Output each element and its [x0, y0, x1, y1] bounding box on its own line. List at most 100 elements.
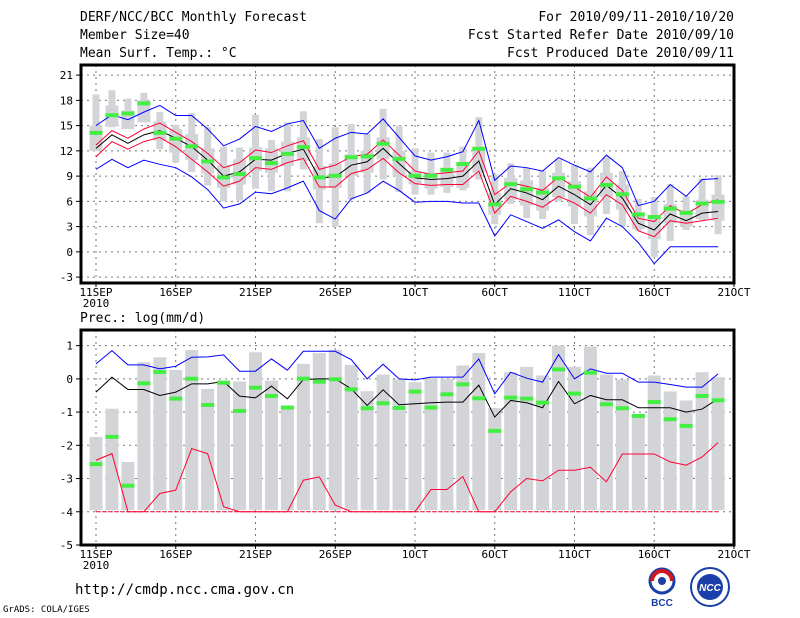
precip-title: Prec.: log(mm/d)	[80, 311, 206, 326]
green-marker	[488, 428, 502, 433]
green-marker	[153, 370, 167, 375]
green-marker	[169, 136, 183, 141]
green-marker	[456, 382, 470, 387]
range-bar	[488, 408, 502, 511]
green-marker	[89, 462, 103, 467]
range-bar	[472, 352, 486, 511]
y-tick-label: 12	[60, 145, 73, 158]
range-bar	[201, 388, 215, 511]
range-bar	[280, 405, 294, 511]
green-marker	[217, 175, 231, 180]
range-bar	[264, 380, 278, 511]
green-marker	[296, 145, 310, 150]
x-tick-label: 11OCT	[558, 548, 591, 561]
green-marker	[520, 396, 534, 401]
range-bar	[328, 349, 342, 511]
green-marker	[328, 173, 342, 178]
range-bar	[392, 379, 406, 511]
green-marker	[599, 402, 613, 407]
range-bar	[520, 366, 534, 511]
quartile-box	[89, 125, 103, 151]
series-lower-red	[95, 136, 719, 238]
range-bar	[249, 352, 262, 511]
x-tick-label: 26SEP	[319, 286, 352, 299]
green-marker	[137, 381, 151, 386]
y-tick-label: 15	[60, 120, 73, 133]
green-marker	[344, 387, 358, 392]
y-tick-label: 1	[66, 340, 73, 353]
range-bar	[92, 94, 100, 151]
green-marker	[440, 167, 454, 172]
range-bar	[456, 365, 470, 511]
green-marker	[153, 130, 167, 135]
y-tick-label: 3	[66, 221, 73, 234]
range-bar	[217, 380, 231, 511]
series-ensemble-mean	[95, 376, 719, 418]
range-bar	[440, 378, 454, 511]
green-marker	[615, 406, 629, 411]
range-bar	[424, 378, 438, 511]
green-marker	[711, 199, 725, 204]
temperature-chart: -3 0 3 6 9 12 15 18 21 11SEP 16SEP 21SEP 26SEP 1OCT 6O…	[60, 63, 751, 310]
green-marker	[328, 377, 342, 382]
x-tick-label: 16OCT	[638, 286, 671, 299]
y-tick-label: -3	[60, 271, 73, 284]
green-marker	[695, 393, 709, 398]
x-tick-label: 16OCT	[638, 548, 671, 561]
green-marker	[233, 408, 247, 413]
range-bar	[711, 377, 725, 511]
green-marker	[360, 154, 374, 159]
x-tick-label: 6OCT	[482, 286, 509, 299]
green-marker	[137, 101, 151, 106]
y-tick-label: 6	[66, 195, 73, 208]
series-upper-blue	[95, 104, 719, 207]
grads-credit: GrADS: COLA/IGES	[3, 605, 90, 615]
green-marker	[249, 385, 262, 390]
forecast-period: For 2010/09/11-2010/10/20	[538, 10, 734, 25]
green-marker	[536, 400, 550, 405]
quartile-box	[169, 128, 183, 153]
y-tick-label: -2	[60, 439, 73, 452]
range-bar	[647, 375, 661, 511]
green-marker	[695, 201, 709, 206]
series-upper-red	[95, 122, 719, 223]
green-marker	[552, 367, 566, 372]
y-tick-label: 0	[66, 373, 73, 386]
footer-url[interactable]: http://cmdp.ncc.cma.gov.cn	[75, 582, 295, 598]
green-marker	[472, 396, 486, 401]
x-tick-label: 11OCT	[558, 286, 591, 299]
green-marker	[472, 146, 486, 151]
ncc-logo: NCC	[690, 567, 730, 607]
quartile-box	[472, 146, 486, 173]
range-bar	[568, 366, 581, 511]
green-marker	[280, 405, 294, 410]
variable-label: Mean Surf. Temp.: °C	[80, 46, 237, 61]
range-bar	[185, 349, 199, 511]
refer-date: Fcst Started Refer Date 2010/09/10	[467, 28, 734, 43]
green-marker	[392, 405, 406, 410]
range-bar	[615, 379, 629, 511]
x-tick-label: 16SEP	[159, 286, 192, 299]
green-marker	[360, 406, 374, 411]
green-marker	[568, 391, 581, 396]
green-marker	[121, 111, 135, 116]
range-bar	[679, 400, 693, 511]
range-bar	[233, 381, 247, 511]
green-marker	[679, 423, 693, 428]
x-tick-label: 21SEP	[239, 548, 272, 561]
plot-frame	[79, 63, 736, 285]
green-marker	[376, 141, 390, 146]
y-tick-label: 0	[66, 246, 73, 259]
x-tick-label: 26SEP	[319, 548, 352, 561]
green-marker	[376, 401, 390, 406]
green-marker	[217, 380, 231, 385]
member-size: Member Size=40	[80, 28, 190, 43]
green-marker	[264, 393, 278, 398]
range-bar	[344, 364, 358, 511]
x-tick-label: 21SEP	[239, 286, 272, 299]
range-bar	[583, 346, 597, 511]
range-bar	[698, 178, 706, 220]
svg-text:BCC: BCC	[651, 598, 673, 608]
y-tick-label: 18	[60, 94, 73, 107]
green-marker	[679, 210, 693, 215]
